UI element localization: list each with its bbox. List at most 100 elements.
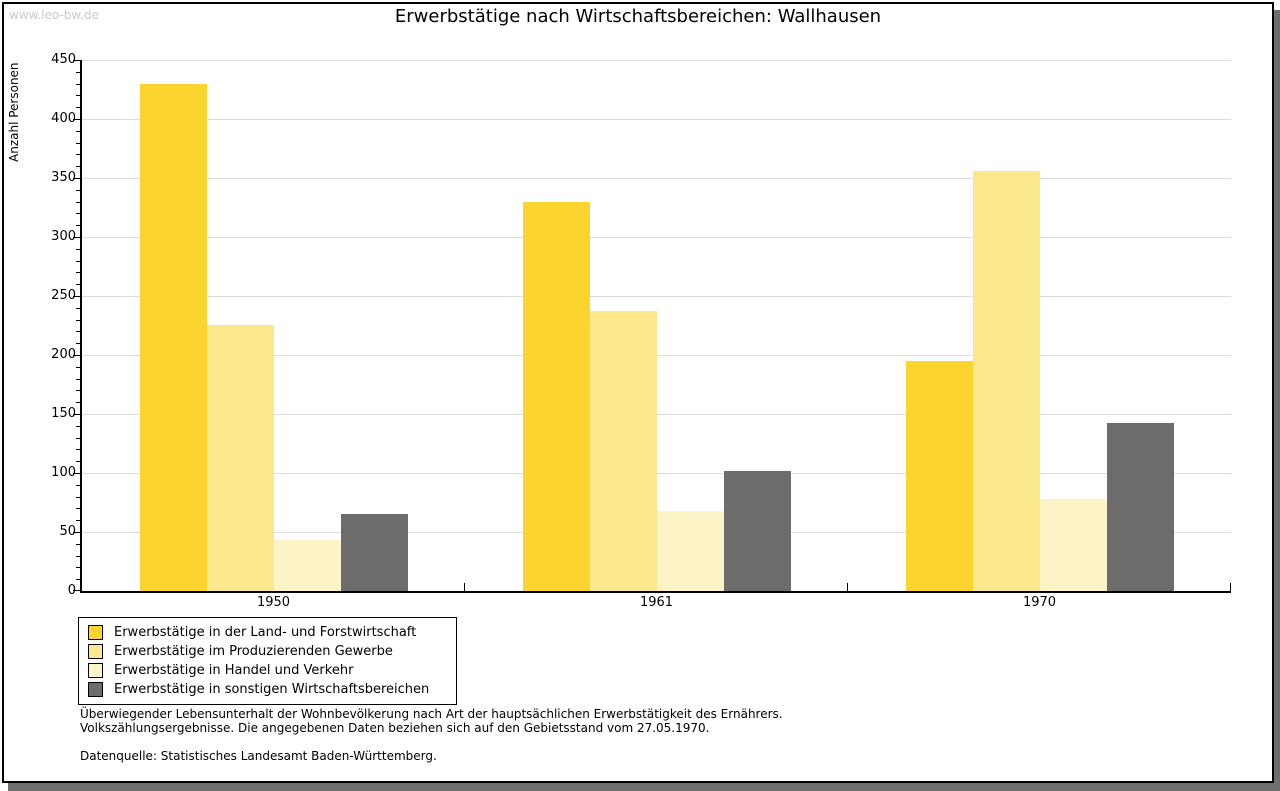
y-tick-label: 300 [51,229,76,244]
legend-label: Erwerbstätige im Produzierenden Gewerbe [114,644,393,659]
legend: Erwerbstätige in der Land- und Forstwirt… [78,617,457,705]
chart-title: Erwerbstätige nach Wirtschaftsbereichen:… [394,6,882,27]
footnote-text: Überwiegender Lebensunterhalt der Wohnbe… [80,707,783,735]
legend-item: Erwerbstätige im Produzierenden Gewerbe [88,642,456,661]
y-axis-label: Anzahl Personen [7,62,21,162]
x-category-label: 1970 [1022,595,1057,610]
gridline [82,237,1231,238]
y-major-tick [73,355,80,356]
bar-s2-1950 [207,325,274,591]
y-tick-label: 450 [51,52,76,67]
bar-s4-1950 [341,514,408,591]
y-minor-tick [76,343,80,344]
y-minor-tick [76,426,80,427]
y-major-tick [73,532,80,533]
y-tick-label: 350 [51,170,76,185]
y-minor-tick [76,72,80,73]
y-tick-label: 150 [51,406,76,421]
y-tick-label: 100 [51,465,76,480]
y-minor-tick [76,84,80,85]
bar-s2-1961 [590,311,657,591]
legend-swatch [88,663,103,678]
y-major-tick [73,178,80,179]
y-major-tick [73,119,80,120]
plot-area: 0 50 100 150 200 250 300 350 400 450 1950 1961 1970 [51,52,1231,610]
gridline [82,119,1231,120]
y-minor-tick [76,579,80,580]
y-minor-tick [76,213,80,214]
y-minor-tick [76,367,80,368]
legend-swatch [88,644,103,659]
y-major-tick [73,296,80,297]
bar-s3-1961 [657,511,724,591]
y-minor-tick [76,402,80,403]
y-minor-tick [76,520,80,521]
watermark: www.leo-bw.de [9,8,99,22]
legend-item: Erwerbstätige in der Land- und Forstwirt… [88,623,456,642]
y-minor-tick [76,331,80,332]
y-minor-tick [76,272,80,273]
y-minor-tick [76,308,80,309]
bar-s1-1950 [140,84,207,591]
legend-item: Erwerbstätige in Handel und Verkehr [88,661,456,680]
bar-s2-1970 [973,171,1040,591]
y-major-tick [73,60,80,61]
y-tick-label: 0 [67,583,76,598]
y-minor-tick [76,497,80,498]
y-minor-tick [76,131,80,132]
y-minor-tick [76,225,80,226]
y-tick-label: 50 [59,524,76,539]
y-minor-tick [76,202,80,203]
x-boundary-tick [464,583,465,591]
y-minor-tick [76,261,80,262]
bar-s3-1970 [1040,499,1107,591]
y-minor-tick [76,154,80,155]
bar-s1-1970 [906,361,973,591]
y-major-tick [73,473,80,474]
data-source-text: Datenquelle: Statistisches Landesamt Bad… [80,749,437,763]
y-axis-line [80,60,82,593]
bar-s1-1961 [523,202,590,591]
x-category-label: 1961 [639,595,674,610]
y-minor-tick [76,556,80,557]
y-minor-tick [76,379,80,380]
legend-swatch [88,682,103,697]
x-category-label: 1950 [256,595,291,610]
legend-label: Erwerbstätige in sonstigen Wirtschaftsbe… [114,682,430,697]
y-minor-tick [76,166,80,167]
y-major-tick [73,590,80,591]
y-minor-tick [76,508,80,509]
gridline [82,60,1231,61]
y-minor-tick [76,143,80,144]
bar-s4-1970 [1107,423,1174,591]
y-minor-tick [76,284,80,285]
y-minor-tick [76,95,80,96]
y-minor-tick [76,449,80,450]
y-minor-tick [76,190,80,191]
x-axis-line [80,591,1231,593]
y-minor-tick [76,485,80,486]
y-minor-tick [76,107,80,108]
legend-label: Erwerbstätige in der Land- und Forstwirt… [114,625,417,640]
bar-s4-1961 [724,471,791,591]
y-minor-tick [76,567,80,568]
gridline [82,178,1231,179]
legend-item: Erwerbstätige in sonstigen Wirtschaftsbe… [88,680,456,699]
y-minor-tick [76,438,80,439]
x-boundary-tick [1230,583,1231,591]
legend-swatch [88,625,103,640]
footnote-line: Überwiegender Lebensunterhalt der Wohnbe… [80,707,783,721]
legend-label: Erwerbstätige in Handel und Verkehr [114,663,354,678]
y-tick-label: 250 [51,288,76,303]
y-tick-label: 200 [51,347,76,362]
bar-s3-1950 [274,540,341,591]
y-minor-tick [76,544,80,545]
y-minor-tick [76,320,80,321]
y-minor-tick [76,390,80,391]
y-minor-tick [76,461,80,462]
y-major-tick [73,414,80,415]
footnote-line: Volkszählungsergebnisse. Die angegebenen… [80,721,710,735]
y-tick-label: 400 [51,111,76,126]
gridline [82,296,1231,297]
